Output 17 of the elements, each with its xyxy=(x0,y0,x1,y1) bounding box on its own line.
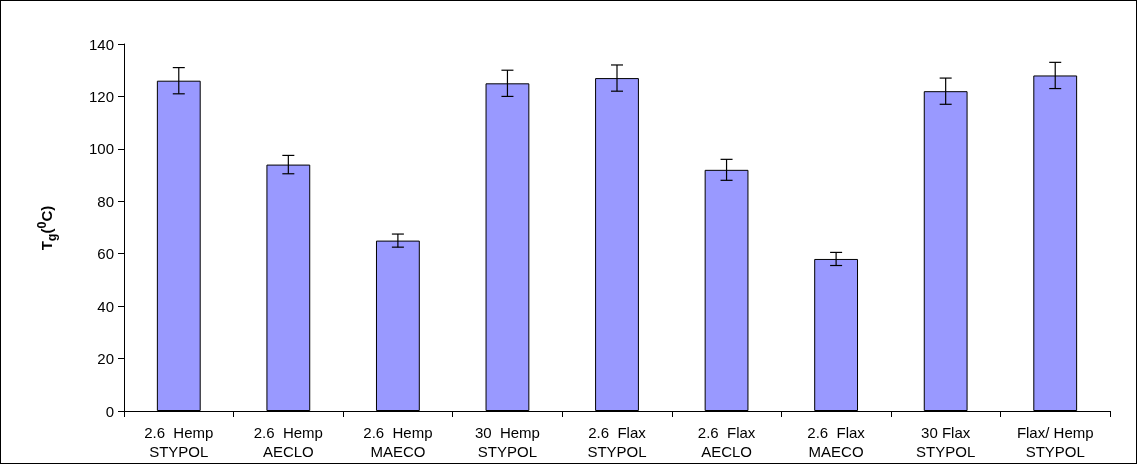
x-tick-label: Flax/ Hemp STYPOL xyxy=(1016,424,1094,460)
x-tick-label: 2.6 Hemp STYPOL xyxy=(144,424,214,460)
y-tick-label: 100 xyxy=(88,140,114,158)
y-tick-label: 0 xyxy=(105,402,114,420)
y-tick-label: 20 xyxy=(97,350,114,368)
y-tick-label: 140 xyxy=(88,35,114,53)
x-tick-label: 2.6 Flax MAECO xyxy=(807,424,866,460)
y-tick-label: 40 xyxy=(97,297,114,315)
x-tick-label: 2.6 Hemp MAECO xyxy=(363,424,433,460)
x-tick-label: 30 Flax STYPOL xyxy=(916,424,976,460)
x-tick-label: 30 Hemp STYPOL xyxy=(474,424,540,460)
y-tick-label: 80 xyxy=(97,192,114,210)
x-tick-label: 2.6 Hemp AECLO xyxy=(253,424,323,460)
y-tick-label: 60 xyxy=(97,245,114,263)
x-tick-label: 2.6 Flax AECLO xyxy=(697,424,756,460)
y-tick-label: 120 xyxy=(88,87,114,105)
x-tick-label: 2.6 Flax STYPOL xyxy=(587,424,647,460)
